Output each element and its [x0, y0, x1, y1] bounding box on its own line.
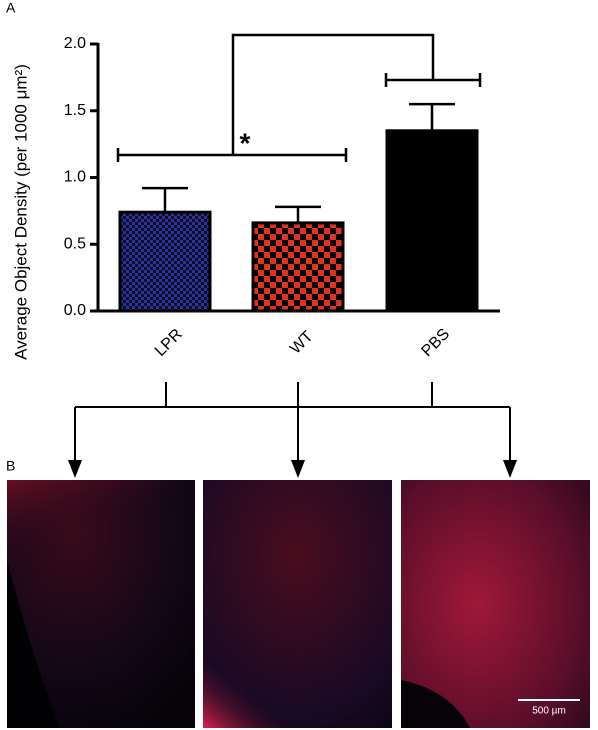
- bar: [251, 221, 345, 313]
- tissue-gap: [7, 560, 60, 728]
- y-axis-title: Average Object Density (per 1000 μm²): [11, 64, 30, 360]
- bar: [385, 129, 479, 313]
- y-tick-label: 2.0: [64, 35, 86, 52]
- y-tick-label: 1.5: [64, 102, 86, 119]
- panel-label: A: [6, 0, 16, 16]
- arrowhead: [68, 460, 82, 478]
- bar: [118, 210, 212, 313]
- significance-mark: *: [240, 127, 251, 158]
- arrows: [74, 382, 511, 462]
- y-tick-label: 0.5: [64, 235, 86, 252]
- arrowhead: [291, 460, 305, 478]
- arrowhead: [503, 460, 517, 478]
- tissue-gap: [401, 680, 470, 728]
- panel-label: B: [6, 458, 15, 474]
- micrographs: 500 µm: [7, 480, 590, 728]
- y-tick-label: 0.0: [64, 302, 86, 319]
- scale-bar-label: 500 µm: [532, 706, 566, 717]
- micrograph: [401, 480, 590, 728]
- y-tick-label: 1.0: [64, 169, 86, 186]
- x-tick-label: WT: [287, 328, 317, 358]
- significance: [116, 33, 482, 162]
- arrowheads: [68, 460, 517, 478]
- arrow-line: [74, 382, 511, 462]
- x-tick-label: PBS: [418, 325, 453, 360]
- x-tick-label: LPR: [152, 326, 186, 360]
- micrograph-edge: [203, 480, 392, 728]
- connector: [231, 33, 435, 155]
